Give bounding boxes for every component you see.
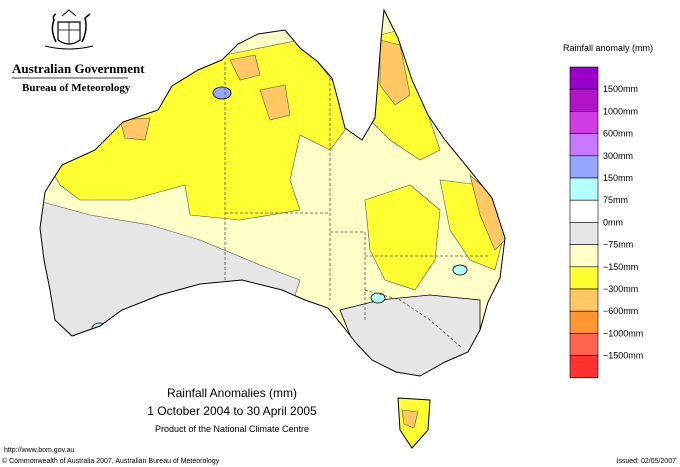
legend-swatch [569,88,599,112]
legend-label: 0mm [603,217,623,227]
legend-label: −600mm [603,306,638,316]
url: http://www.bom.gov.au [4,447,74,454]
crest [44,9,94,50]
bureau-name: Bureau of Meteorology [22,82,131,94]
legend-title: Rainfall anomaly (mm) [563,43,653,53]
map-fill [40,10,505,376]
government-name: Australian Government [12,61,145,76]
legend-swatch [569,288,599,312]
legend-swatch [569,333,599,356]
legend-label: −1000mm [603,328,643,338]
legend-label: 300mm [603,151,633,161]
legend-swatch [569,355,599,379]
state-borders [224,62,490,349]
legend-label: −300mm [603,284,638,294]
tasmania-patch [401,409,419,429]
legend-swatch [569,66,599,90]
legend-label: 75mm [603,195,628,205]
map-period: 1 October 2004 to 30 April 2005 [147,404,317,418]
legend-label: −75mm [603,240,633,250]
legend-swatch [569,266,599,290]
legend-swatch [569,177,599,201]
legend-label: 600mm [603,129,633,139]
legend-label: −1500mm [603,351,643,361]
legend-label: 1500mm [603,84,638,94]
legend-swatch [569,199,599,223]
issued-date: Issued: 02/05/2007 [616,458,676,465]
map-title: Rainfall Anomalies (mm) [167,386,297,400]
legend-swatch [569,310,599,334]
legend-swatch [569,133,599,157]
legend-swatch [569,222,599,245]
legend-swatch [569,155,599,179]
copyright: © Commonwealth of Australia 2007, Austra… [2,457,220,465]
legend-label: 1000mm [603,106,638,116]
legend: 1500mm 1000mm 600mm 300mm 150mm 75mm 0mm −75mm −… [569,66,643,379]
map-product: Product of the National Climate Centre [155,424,309,434]
legend-swatch [569,244,599,268]
legend-label: 150mm [603,173,633,183]
legend-label: −150mm [603,262,638,272]
legend-swatch [569,111,599,134]
